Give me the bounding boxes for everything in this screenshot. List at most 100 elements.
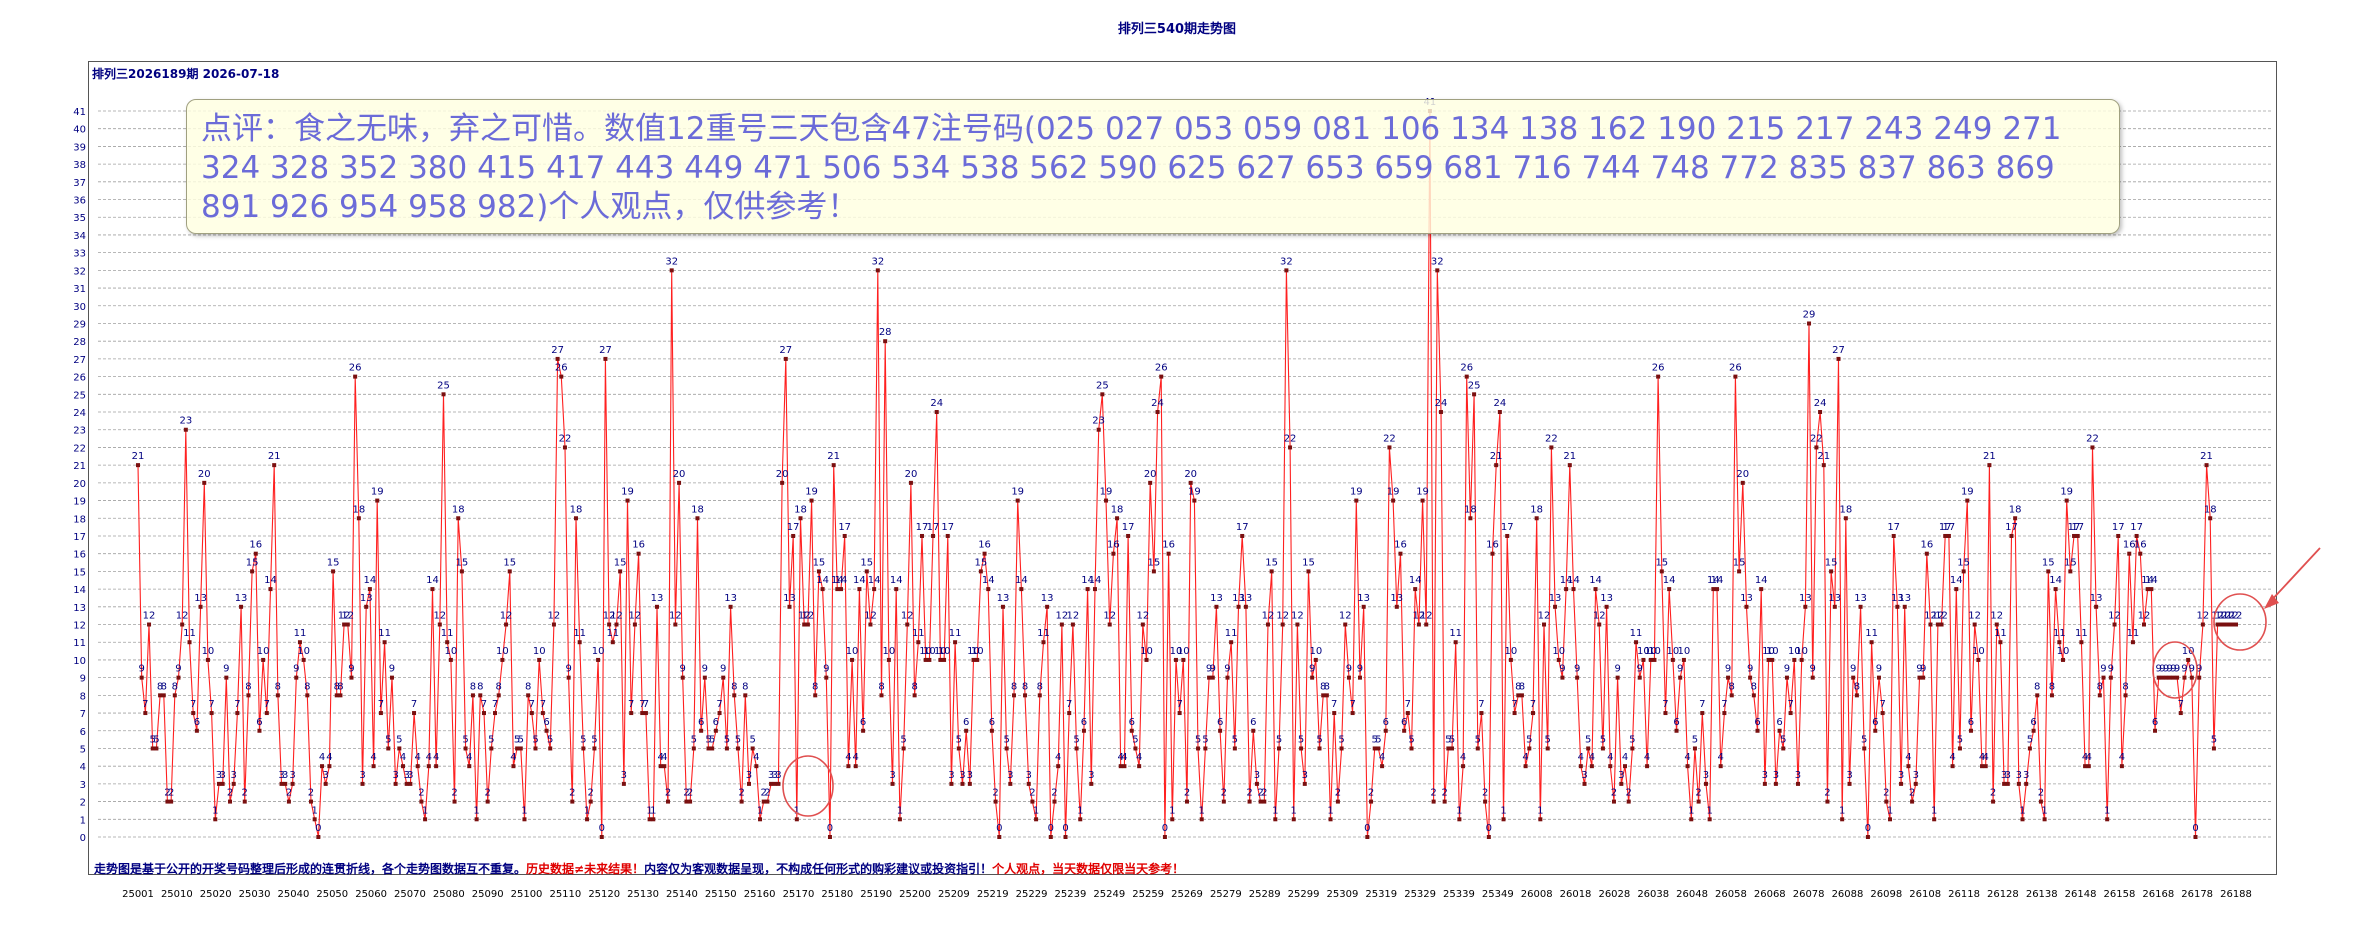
data-label: 0	[315, 823, 321, 834]
data-label: 2	[1695, 788, 1701, 799]
data-point	[393, 781, 398, 786]
data-label: 23	[1092, 416, 1105, 427]
data-label: 1	[1077, 805, 1083, 816]
data-label: 5	[1202, 734, 1208, 745]
data-point	[1722, 711, 1727, 716]
data-label: 2	[665, 788, 671, 799]
data-label: 12	[798, 611, 811, 622]
data-label: 11	[294, 628, 307, 639]
data-label: 5	[514, 734, 520, 745]
data-label: 14	[1567, 575, 1580, 586]
data-point	[1832, 604, 1837, 609]
data-point	[459, 569, 464, 574]
x-tick-label: 25299	[1288, 889, 1320, 900]
data-point	[1998, 640, 2003, 645]
data-point	[1516, 693, 1521, 698]
data-point	[872, 587, 877, 592]
data-label: 9	[2189, 664, 2195, 675]
data-label: 11	[1630, 628, 1643, 639]
data-point	[1472, 392, 1477, 397]
data-label: 3	[1007, 770, 1013, 781]
data-label: 4	[2082, 752, 2088, 763]
data-label: 21	[268, 451, 281, 462]
data-label: 0	[1486, 823, 1492, 834]
data-label: 7	[1721, 699, 1727, 710]
data-point	[1269, 569, 1274, 574]
data-label: 5	[591, 734, 597, 745]
data-point	[1829, 569, 1834, 574]
y-tick-label: 20	[73, 479, 86, 490]
data-label: 1	[650, 805, 656, 816]
data-point	[1196, 746, 1201, 751]
data-label: 6	[1217, 717, 1223, 728]
y-tick-label: 15	[73, 567, 86, 578]
data-point	[1431, 799, 1436, 804]
data-label: 10	[1972, 646, 1985, 657]
data-point	[647, 817, 652, 822]
data-point	[1258, 799, 1263, 804]
y-tick-label: 5	[80, 744, 86, 755]
data-point	[1825, 799, 1830, 804]
data-point	[1895, 604, 1900, 609]
data-point	[1545, 746, 1550, 751]
data-label: 2	[168, 788, 174, 799]
data-label: 3	[948, 770, 954, 781]
data-point	[1461, 764, 1466, 769]
data-label: 3	[889, 770, 895, 781]
data-label: 9	[702, 664, 708, 675]
data-point	[183, 427, 188, 432]
data-point	[1560, 675, 1565, 680]
data-point	[2149, 587, 2154, 592]
data-point	[294, 675, 299, 680]
data-point	[334, 693, 339, 698]
y-tick-label: 28	[73, 337, 86, 348]
y-tick-label: 17	[73, 532, 86, 543]
data-label: 3	[1898, 770, 1904, 781]
data-point	[412, 711, 417, 716]
data-point	[1000, 604, 1005, 609]
data-label: 8	[496, 681, 502, 692]
data-label: 5	[1003, 734, 1009, 745]
data-point	[378, 711, 383, 716]
data-label: 8	[812, 681, 818, 692]
data-label: 1	[2019, 805, 2025, 816]
data-label: 9	[1614, 664, 1620, 675]
data-label: 4	[845, 752, 851, 763]
data-point	[2016, 781, 2021, 786]
data-point	[1766, 657, 1771, 662]
data-label: 4	[853, 752, 859, 763]
data-point	[2072, 533, 2077, 538]
data-point	[2215, 622, 2220, 627]
data-point	[1339, 746, 1344, 751]
data-point	[927, 657, 932, 662]
data-label: 1	[757, 805, 763, 816]
y-tick-label: 24	[73, 408, 86, 419]
data-point	[746, 781, 751, 786]
data-label: 6	[194, 717, 200, 728]
data-point	[1310, 675, 1315, 680]
data-label: 2	[1990, 788, 1996, 799]
data-label: 9	[2170, 664, 2176, 675]
data-label: 7	[1066, 699, 1072, 710]
data-label: 12	[548, 611, 561, 622]
data-label: 4	[1983, 752, 1989, 763]
data-point	[349, 675, 354, 680]
data-label: 10	[1795, 646, 1808, 657]
data-label: 2	[1824, 788, 1830, 799]
y-tick-label: 36	[73, 196, 86, 207]
chart-frame	[88, 61, 2277, 875]
data-point	[1052, 799, 1057, 804]
data-point	[1575, 675, 1580, 680]
x-tick-label: 26168	[2142, 889, 2174, 900]
data-label: 21	[2200, 451, 2213, 462]
data-point	[1369, 799, 1374, 804]
x-tick-label: 25010	[161, 889, 193, 900]
data-point	[2090, 445, 2095, 450]
data-label: 20	[1144, 469, 1157, 480]
data-point	[2193, 835, 2198, 839]
data-point	[1755, 728, 1760, 733]
data-label: 11	[2127, 628, 2140, 639]
data-point	[216, 781, 221, 786]
data-label: 20	[1736, 469, 1749, 480]
data-label: 14	[1409, 575, 1422, 586]
